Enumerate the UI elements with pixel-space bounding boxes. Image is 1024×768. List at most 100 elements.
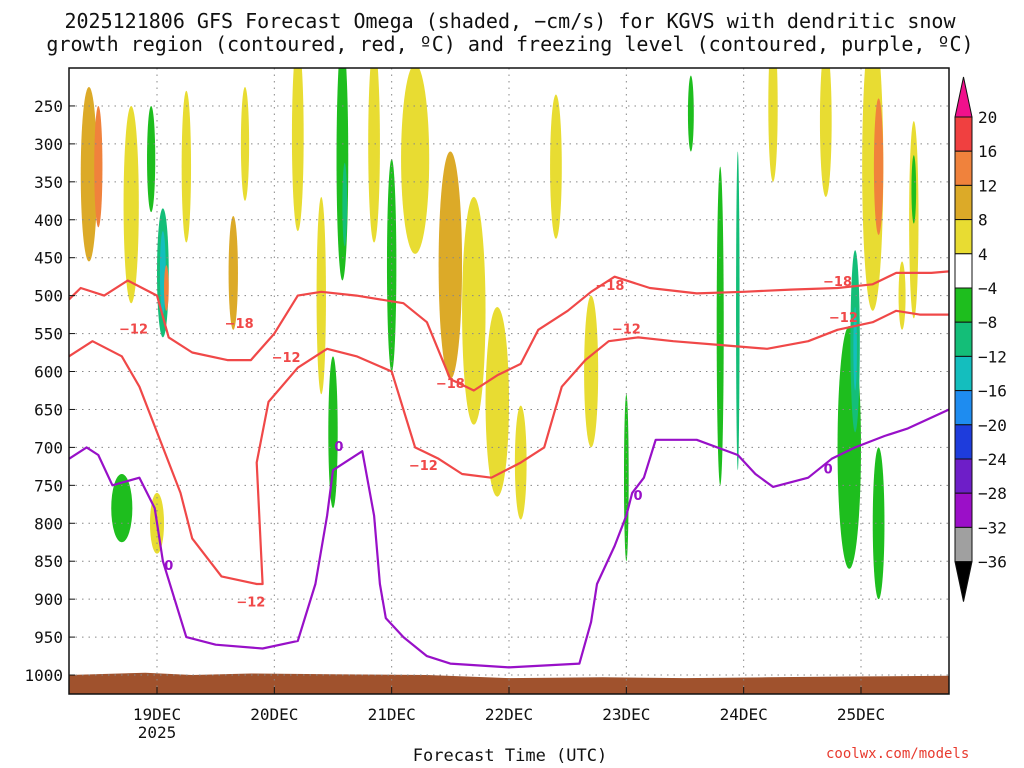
omega-cell [328,356,338,509]
chart-title: 2025121806 GFS Forecast Omega (shaded, −… [20,10,1000,56]
title-line-1: 2025121806 GFS Forecast Omega (shaded, −… [64,9,956,33]
x-tick-label: 21DEC [368,705,416,724]
contour-label: −18 [436,377,465,392]
colorbar-bin [954,526,973,563]
omega-cell [181,90,192,243]
colorbar-bin [954,219,973,255]
omega-cell [111,473,133,543]
contour-label: −12 [829,311,858,326]
omega-cell [911,155,917,224]
omega-cell [687,75,694,152]
dgz-contour-minus18 [69,270,949,392]
colorbar-label: −16 [978,382,1007,401]
colorbar-max-arrow [954,76,973,118]
y-tick-label: 400 [34,211,63,230]
x-tick-label: 20DEC [250,705,298,724]
colorbar: 20 16 12 8 4 −4 −8 −12 −16 −20 −24 −28 −32 −36 [954,76,1007,602]
y-tick-label: 250 [34,97,63,116]
omega-cell [853,307,857,391]
omega-cell [94,105,103,228]
y-tick-label: 350 [34,173,63,192]
x-tick-label: 22DEC [485,705,533,724]
colorbar-bin [954,116,973,152]
y-tick-label: 650 [34,400,63,419]
omega-cell [819,68,832,197]
contour-label: 0 [164,559,173,574]
colorbar-label: −8 [978,313,997,332]
colorbar-bin [954,287,973,323]
y-tick-label: 500 [34,287,63,306]
omega-cell [550,94,562,239]
omega-cell [736,151,740,471]
y-tick-label: 550 [34,325,63,344]
omega-cell [80,86,98,262]
colorbar-bin [954,321,973,357]
y-tick-label: 850 [34,552,63,571]
colorbar-label: −28 [978,484,1007,503]
contour-label: 0 [824,463,833,478]
x-tick-label: 23DEC [602,705,650,724]
credit-link[interactable]: coolwx.com/models [826,746,970,762]
colorbar-label: −36 [978,553,1007,572]
omega-cell [386,159,397,372]
colorbar-label: 20 [978,108,997,127]
y-tick-label: 600 [34,363,63,382]
omega-cell [336,68,349,281]
contours [69,270,949,669]
terrain-fill [69,672,949,694]
y-tick-label: 450 [34,249,63,268]
contour-label: −12 [119,322,148,337]
contour-label: −12 [272,351,301,366]
omega-cell [123,105,139,304]
title-line-2: growth region (contoured, red, ºC) and f… [46,32,974,56]
colorbar-label: −24 [978,450,1007,469]
y-tick-label: 1000 [24,666,63,685]
x-tick-label: 24DEC [720,705,768,724]
omega-cell [485,307,509,497]
colorbar-label: 4 [978,245,988,264]
omega-shading [80,68,919,600]
colorbar-bin [954,390,973,426]
y-tick-label: 900 [34,590,63,609]
contour-label: −18 [595,279,624,294]
omega-cell [438,151,463,380]
colorbar-bin [954,184,973,221]
dgz-contour-minus12 [69,309,949,586]
gridlines [69,68,949,694]
contour-label: −18 [823,275,852,290]
colorbar-label: −12 [978,347,1007,366]
x-tick-year: 2025 [138,723,177,742]
omega-cell [342,162,348,247]
colorbar-label: 16 [978,142,997,161]
y-tick-label: 700 [34,438,63,457]
contour-label: 0 [334,440,343,455]
omega-cell [873,98,884,235]
colorbar-bin [954,150,973,186]
colorbar-label: 8 [978,211,988,230]
colorbar-bin [954,492,973,528]
colorbar-label: −20 [978,416,1007,435]
contour-label: 0 [634,489,643,504]
contour-label: −12 [409,459,438,474]
omega-cell [716,166,724,486]
omega-cell [401,68,430,254]
omega-cell [316,196,326,395]
y-tick-label: 800 [34,514,63,533]
colorbar-bin [954,253,973,289]
terrain [69,672,949,694]
colorbar-min-arrow [954,561,973,602]
colorbar-label: 12 [978,176,997,195]
y-axis: 250 300 350 400 450 500 550 600 650 700 750 800 850 9… [24,97,75,685]
colorbar-bin [954,424,973,460]
contour-label: −12 [236,595,265,610]
y-tick-label: 750 [34,476,63,495]
omega-cell [584,295,599,448]
contour-label: −12 [612,322,641,337]
colorbar-label: −32 [978,518,1007,537]
contour-labels: −12 −18 −12 −12 −18 −12 −18 −12 −18 −12 0 0 0 0 [119,275,858,610]
omega-cell [228,215,238,330]
omega-cell [147,105,156,213]
omega-cell [768,68,778,182]
